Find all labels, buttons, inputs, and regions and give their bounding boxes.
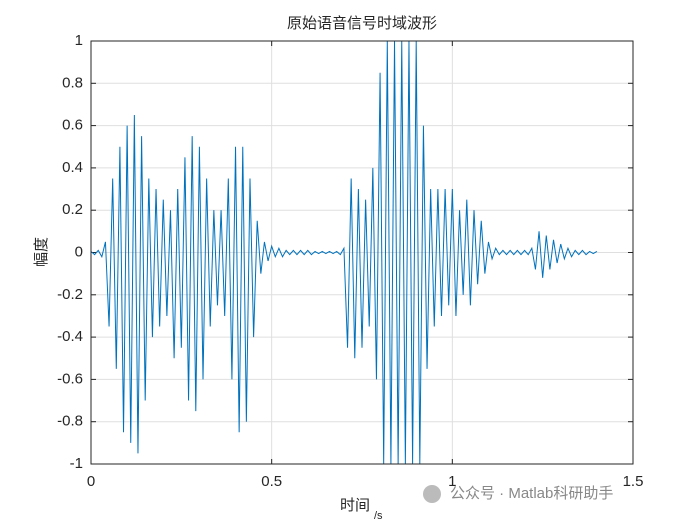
x-tick-label: 0 — [87, 473, 95, 490]
y-tick-label: -1 — [70, 455, 83, 472]
watermark: 公众号 · Matlab科研助手 — [450, 485, 613, 502]
y-tick-label: 0.8 — [62, 74, 83, 91]
y-tick-label: 0.4 — [62, 159, 83, 176]
watermark-icon — [423, 485, 441, 503]
x-axis-label-subscript: /s — [374, 510, 383, 522]
chart-title: 原始语音信号时域波形 — [287, 14, 437, 32]
y-tick-label: 0.2 — [62, 201, 83, 218]
axes-box — [90, 40, 634, 465]
watermark-group: 公众号 · Matlab科研助手 — [423, 485, 613, 503]
y-tick-label: 0.6 — [62, 117, 83, 134]
y-tick-label: -0.4 — [57, 328, 83, 345]
y-tick-label: -0.2 — [57, 286, 83, 303]
y-axis-label: 幅度 — [32, 237, 50, 267]
x-tick-label: 0.5 — [261, 473, 282, 490]
y-tick-label: 0 — [75, 243, 83, 260]
y-tick-label: -0.8 — [57, 413, 83, 430]
waveform-line — [91, 41, 598, 464]
y-tick-label: 1 — [75, 32, 83, 49]
x-axis-label: 时间 — [340, 496, 370, 514]
y-tick-label: -0.6 — [57, 370, 83, 387]
x-tick-label: 1.5 — [623, 473, 644, 490]
x-tick-label: 1 — [448, 473, 456, 490]
